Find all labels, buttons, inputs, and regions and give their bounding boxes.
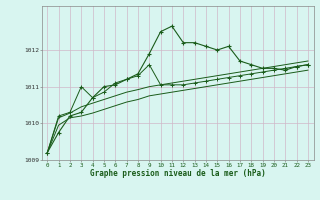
X-axis label: Graphe pression niveau de la mer (hPa): Graphe pression niveau de la mer (hPa) (90, 169, 266, 178)
